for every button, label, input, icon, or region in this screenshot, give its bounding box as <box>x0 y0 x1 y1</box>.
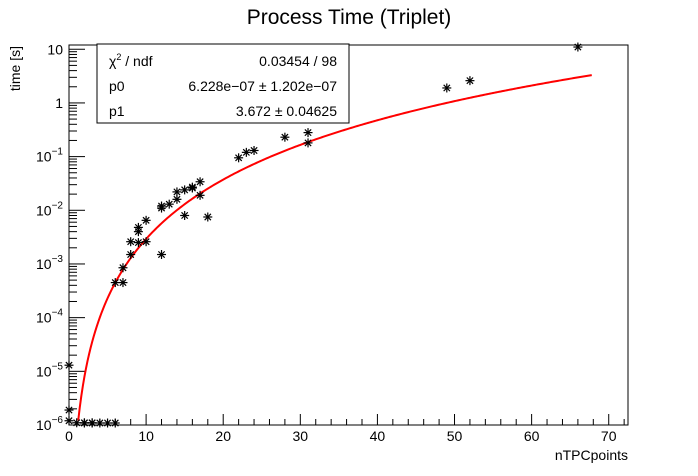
data-point <box>141 237 151 247</box>
data-point <box>180 210 190 220</box>
data-point <box>157 250 167 260</box>
data-point <box>118 278 128 288</box>
x-tick-label: 20 <box>215 428 231 444</box>
stats-box-frame <box>96 43 350 124</box>
data-point <box>95 418 105 428</box>
stats-chi2-label: χ2 / ndf <box>109 52 153 69</box>
data-point <box>64 360 74 370</box>
data-point <box>195 190 205 200</box>
stats-p1-label: p1 <box>109 103 125 119</box>
y-tick-label: 10−3 <box>36 254 63 272</box>
data-point <box>280 132 290 142</box>
y-tick-exponent: −5 <box>52 361 64 372</box>
x-tick-label: 0 <box>65 428 73 444</box>
y-tick-label: 10−1 <box>36 147 63 165</box>
y-tick-exponent: −3 <box>52 254 64 265</box>
data-point <box>79 418 89 428</box>
data-point <box>573 42 583 52</box>
data-point <box>110 278 120 288</box>
y-tick-label: 10 <box>47 41 63 57</box>
y-tick-base: 10 <box>36 417 52 433</box>
y-tick-base: 10 <box>36 149 52 165</box>
stats-p0-label: p0 <box>109 78 125 94</box>
data-point <box>465 76 475 86</box>
chart-title: Process Time (Triplet) <box>247 6 452 29</box>
data-point <box>241 147 251 157</box>
fit-curve <box>77 74 592 421</box>
y-tick-base: 10 <box>36 256 52 272</box>
data-point <box>164 199 174 209</box>
y-tick-exponent: −2 <box>52 200 64 211</box>
y-tick-label: 1 <box>55 95 63 111</box>
x-tick-label: 60 <box>524 428 540 444</box>
x-tick-label: 30 <box>293 428 309 444</box>
y-tick-base: 10 <box>36 202 52 218</box>
y-tick-label: 10−5 <box>36 361 63 379</box>
stats-chi2-symbol: χ <box>109 53 117 69</box>
stats-chi2-rest: / ndf <box>121 53 152 69</box>
y-tick-label: 10−6 <box>36 415 63 433</box>
x-tick-label: 40 <box>370 428 386 444</box>
y-tick-base: 10 <box>36 310 52 326</box>
data-point <box>133 222 143 232</box>
stats-p1-value: 3.672 ± 0.04625 <box>236 103 337 119</box>
y-tick-base: 10 <box>47 41 63 57</box>
data-point <box>64 416 74 426</box>
data-point <box>133 238 143 248</box>
stats-chi2-value: 0.03454 / 98 <box>259 53 337 69</box>
data-point <box>180 185 190 195</box>
data-point <box>203 212 213 222</box>
data-point <box>110 418 120 428</box>
data-points <box>64 42 583 428</box>
data-point <box>234 153 244 163</box>
y-tick-exponent: −6 <box>52 415 64 426</box>
y-tick-exponent: −1 <box>52 147 64 158</box>
data-point <box>157 201 167 211</box>
data-point <box>195 177 205 187</box>
data-point <box>118 263 128 273</box>
stats-box: χ2 / ndf 0.03454 / 98 p0 6.228e−07 ± 1.2… <box>96 43 350 124</box>
data-point <box>187 182 197 192</box>
data-point <box>303 128 313 138</box>
data-point <box>103 418 113 428</box>
y-tick-label: 10−4 <box>36 308 63 326</box>
x-axis-label: nTPCpoints <box>555 447 628 463</box>
data-point <box>249 145 259 155</box>
data-point <box>126 237 136 247</box>
stats-p0-value: 6.228e−07 ± 1.202e−07 <box>188 78 337 94</box>
x-tick-label: 50 <box>447 428 463 444</box>
y-tick-base: 10 <box>36 363 52 379</box>
fit-curve-layer <box>77 74 592 421</box>
data-point <box>72 418 82 428</box>
x-tick-label: 10 <box>138 428 154 444</box>
stats-chi2-exponent: 2 <box>116 52 121 62</box>
y-tick-label: 10−2 <box>36 200 63 218</box>
y-tick-exponent: −4 <box>52 308 64 319</box>
y-tick-base: 1 <box>55 95 63 111</box>
y-axis-label: time [s] <box>7 46 23 91</box>
data-point <box>303 138 313 148</box>
data-point <box>126 250 136 260</box>
data-point <box>172 187 182 197</box>
x-tick-label: 70 <box>601 428 617 444</box>
data-point <box>64 405 74 415</box>
data-point <box>141 215 151 225</box>
x-axis: 0 10 20 30 40 50 60 70 <box>65 414 625 444</box>
data-point <box>442 83 452 93</box>
data-point <box>87 418 97 428</box>
